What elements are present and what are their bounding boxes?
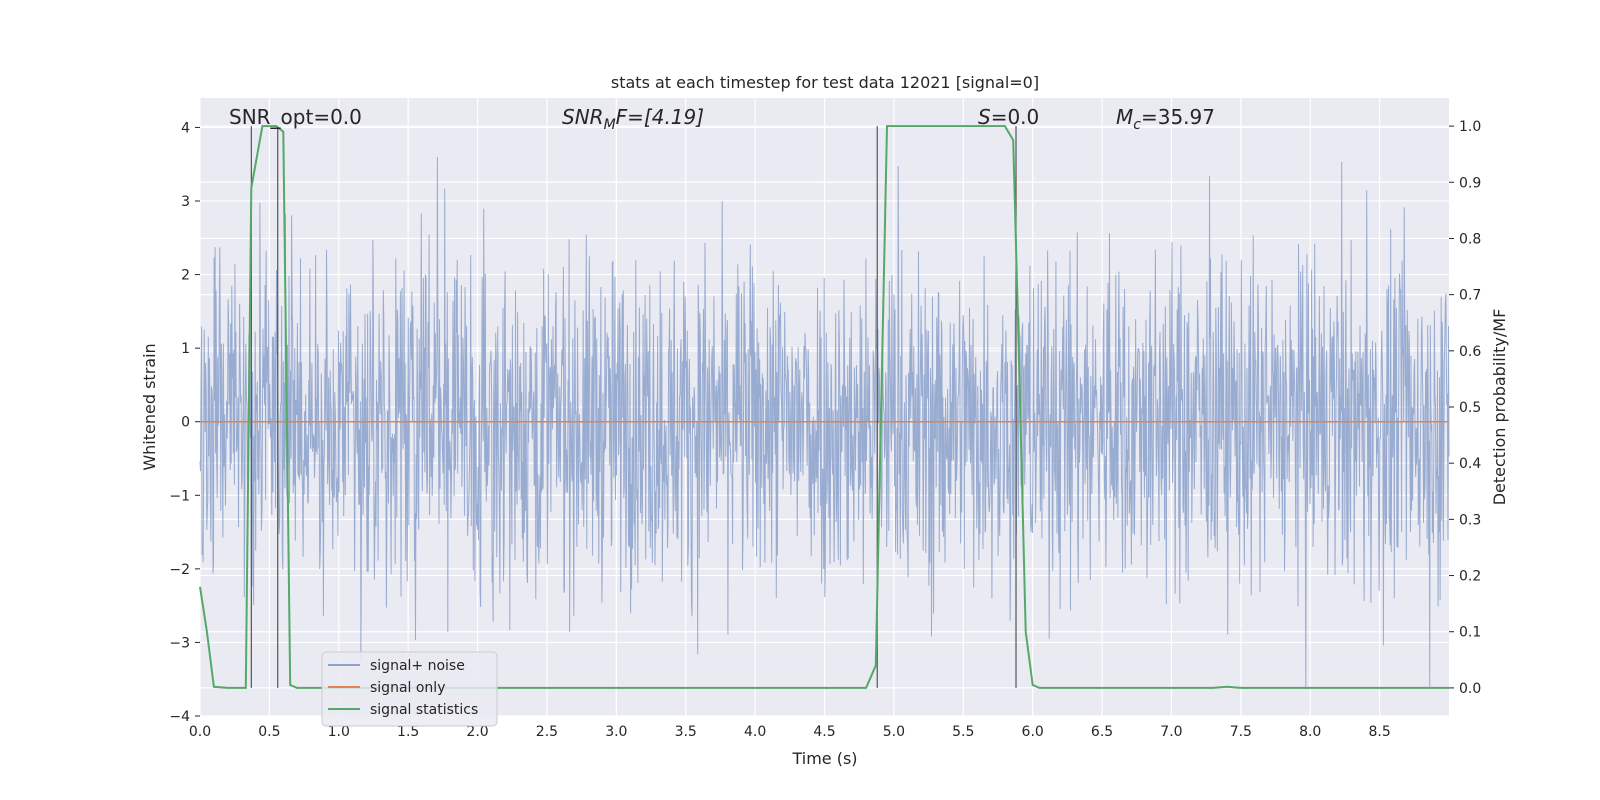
y-tick-label: 4 bbox=[181, 120, 190, 136]
x-tick-label: 6.0 bbox=[1022, 724, 1044, 740]
annotation-mc-sub: c bbox=[1133, 117, 1141, 133]
signal-statistics-line bbox=[199, 125, 1449, 689]
y-ticks: 4 3 2 1 0 −1 −2 −3 −4 bbox=[169, 120, 200, 725]
x-tick-label: 4.5 bbox=[813, 724, 835, 740]
x-tick-label: 1.0 bbox=[328, 724, 350, 740]
chart-title: stats at each timestep for test data 120… bbox=[611, 73, 1039, 92]
x-tick-label: 4.0 bbox=[744, 724, 766, 740]
annotation-mc-rest: =35.97 bbox=[1141, 105, 1215, 129]
y2-tick-label: 0.3 bbox=[1459, 512, 1481, 528]
x-tick-label: 0.0 bbox=[189, 724, 211, 740]
x-tick-label: 5.0 bbox=[883, 724, 905, 740]
legend: signal+ noise signal only signal statist… bbox=[321, 651, 498, 727]
y2-tick-label: 0.9 bbox=[1459, 175, 1481, 191]
y-tick-label: −4 bbox=[169, 709, 190, 725]
y2-tick-label: 0.2 bbox=[1459, 569, 1481, 585]
x-tick-label: 2.0 bbox=[466, 724, 488, 740]
y-tick-label: −3 bbox=[169, 635, 190, 651]
x-tick-label: 8.5 bbox=[1368, 724, 1390, 740]
legend-box bbox=[321, 651, 498, 727]
y-axis-label: Whitened strain bbox=[140, 343, 159, 470]
annotation-s-rest: =0.0 bbox=[991, 105, 1040, 129]
y2-tick-label: 0.5 bbox=[1459, 400, 1481, 416]
annotation-s-main: S bbox=[978, 105, 991, 129]
annotation-s: S=0.0 bbox=[978, 105, 1039, 129]
signal-noise-line bbox=[199, 156, 1450, 687]
x-tick-label: 3.5 bbox=[675, 724, 697, 740]
y2-tick-label: 0.6 bbox=[1459, 344, 1481, 360]
annotation-mc: Mc=35.97 bbox=[1116, 105, 1215, 133]
x-tick-label: 6.5 bbox=[1091, 724, 1113, 740]
x-tick-label: 7.5 bbox=[1230, 724, 1252, 740]
annotation-snr-mf-main: SNR bbox=[562, 105, 604, 129]
y2-tick-label: 1.0 bbox=[1459, 119, 1481, 135]
x-axis-label: Time (s) bbox=[791, 749, 857, 768]
y-tick-label: 1 bbox=[181, 341, 190, 357]
y-tick-label: 2 bbox=[181, 268, 190, 284]
y2-axis-label: Detection probability/MF bbox=[1490, 309, 1509, 506]
y2-tick-label: 0.4 bbox=[1459, 456, 1481, 472]
y-tick-label: 0 bbox=[181, 415, 190, 431]
y2-tick-label: 0.1 bbox=[1459, 625, 1481, 641]
x-tick-label: 1.5 bbox=[397, 724, 419, 740]
legend-label-signal-statistics: signal statistics bbox=[370, 702, 478, 718]
y2-ticks: 1.0 0.9 0.8 0.7 0.6 0.5 0.4 0.3 0.2 0.1 0.0 bbox=[1449, 119, 1481, 697]
annotation-snr-opt: SNR_opt=0.0 bbox=[229, 105, 362, 129]
y2-tick-label: 0.8 bbox=[1459, 231, 1481, 247]
y-tick-label: −2 bbox=[169, 562, 190, 578]
signal-statistics-series bbox=[199, 125, 1449, 689]
y-tick-label: 3 bbox=[181, 194, 190, 210]
y-tick-label: −1 bbox=[169, 488, 190, 504]
legend-label-signal-only: signal only bbox=[370, 680, 445, 696]
annotation-snr-mf: SNRMF=[4.19] bbox=[562, 105, 704, 133]
x-ticks: 0.0 0.5 1.0 1.5 2.0 2.5 3.0 3.5 4.0 4.5 5.0 5.5 6.0 6… bbox=[189, 724, 1391, 740]
signal-noise-series bbox=[199, 156, 1450, 687]
legend-label-signal-noise: signal+ noise bbox=[370, 658, 465, 674]
x-tick-label: 2.5 bbox=[536, 724, 558, 740]
annotation-snr-mf-rest: F=[4.19] bbox=[616, 105, 704, 129]
x-tick-label: 7.0 bbox=[1160, 724, 1182, 740]
annotation-snr-mf-sub: M bbox=[604, 117, 616, 133]
x-tick-label: 8.0 bbox=[1299, 724, 1321, 740]
y2-tick-label: 0.7 bbox=[1459, 288, 1481, 304]
x-tick-label: 5.5 bbox=[952, 724, 974, 740]
annotation-mc-main: M bbox=[1116, 105, 1133, 129]
y2-tick-label: 0.0 bbox=[1459, 681, 1481, 697]
x-tick-label: 0.5 bbox=[258, 724, 280, 740]
x-tick-label: 3.0 bbox=[605, 724, 627, 740]
